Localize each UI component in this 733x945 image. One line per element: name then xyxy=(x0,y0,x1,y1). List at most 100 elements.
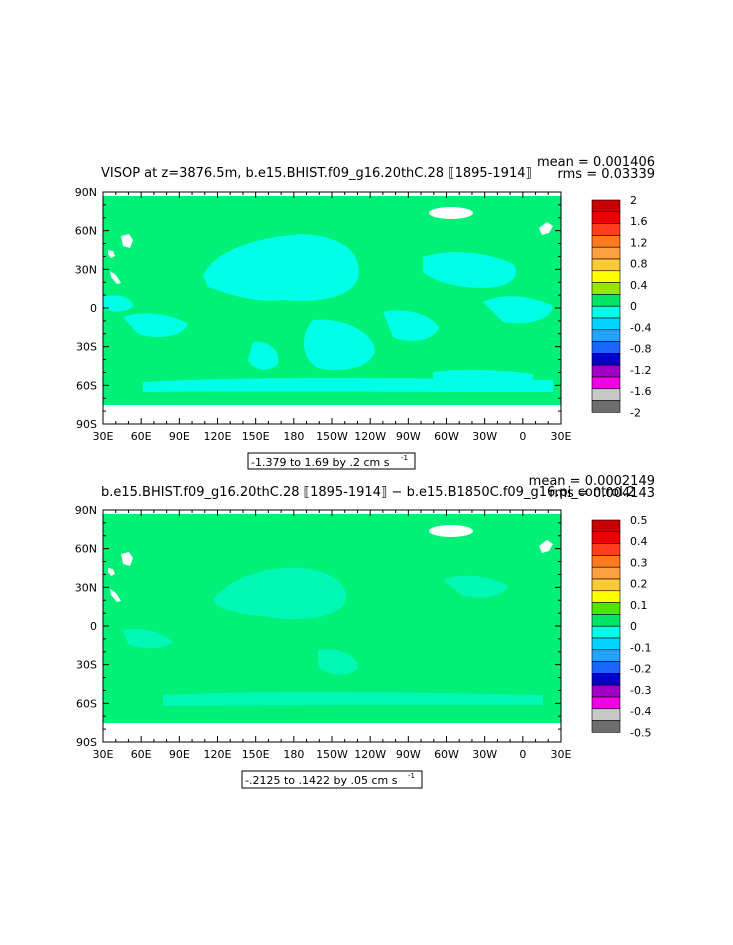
colorbar-swatch xyxy=(591,364,621,378)
chart-title: b.e15.BHIST.f09_g16.20thC.28 ⟦1895-1914⟧… xyxy=(101,485,635,500)
y-tick-label: 60N xyxy=(75,225,97,238)
anomaly-regions xyxy=(123,567,543,706)
range-label: -1.379 to 1.69 by .2 cm s xyxy=(251,456,390,469)
colorbar-swatch xyxy=(591,294,621,307)
x-tick-label: 150W xyxy=(316,748,348,761)
colorbar-swatch xyxy=(591,246,621,260)
colorbar-swatch xyxy=(591,708,621,721)
x-tick-label: 30E xyxy=(551,748,572,761)
colorbar-label: 0 xyxy=(630,620,637,633)
colorbar-swatch xyxy=(591,661,621,674)
x-tick-label: 90E xyxy=(169,748,190,761)
colorbar-label: 0.8 xyxy=(630,258,648,271)
y-tick-label: 60N xyxy=(75,543,97,556)
colorbar-swatch xyxy=(591,329,621,342)
colorbar-label: -0.1 xyxy=(630,641,651,654)
range-label-box: -.2125 to .1422 by .05 cm s -1 xyxy=(241,770,423,789)
colorbar-swatch xyxy=(591,353,621,366)
rms-stat: rms = 0.004143 xyxy=(549,486,655,501)
colorbar-label: -1.6 xyxy=(630,385,651,398)
colorbar-swatch xyxy=(591,720,621,733)
chart-panel-1: VISOP at z=3876.5m, b.e15.BHIST.f09_g16.… xyxy=(75,155,655,470)
colorbar-swatch xyxy=(591,341,621,354)
colorbar-swatch xyxy=(591,400,621,413)
x-tick-label: 120W xyxy=(354,748,386,761)
x-tick-label: 30W xyxy=(472,748,497,761)
chart-panel-2: b.e15.BHIST.f09_g16.20thC.28 ⟦1895-1914⟧… xyxy=(75,474,655,789)
range-label-box: -1.379 to 1.69 by .2 cm s -1 xyxy=(247,452,416,470)
x-tick-label: 60E xyxy=(131,430,152,443)
x-tick-label: 60W xyxy=(434,748,459,761)
chart-title: VISOP at z=3876.5m, b.e15.BHIST.f09_g16.… xyxy=(101,166,532,181)
colorbar-label: -0.5 xyxy=(630,726,651,739)
colorbar-label: 1.6 xyxy=(630,215,648,228)
colorbar-swatch xyxy=(591,684,621,698)
colorbar-label: 0.2 xyxy=(630,578,648,591)
colorbar-label: -0.8 xyxy=(630,343,651,356)
colorbar-swatch xyxy=(591,305,621,319)
anomaly-regions xyxy=(103,234,553,392)
colorbar-swatch xyxy=(591,555,621,568)
x-tick-label: 30E xyxy=(551,430,572,443)
x-tick-label: 180 xyxy=(283,748,304,761)
y-tick-label: 90S xyxy=(76,736,97,749)
x-tick-label: 0 xyxy=(519,430,526,443)
y-tick-label: 60S xyxy=(76,379,97,392)
x-tick-label: 180 xyxy=(283,430,304,443)
x-tick-label: 150E xyxy=(242,748,270,761)
colorbar-label: -0.4 xyxy=(630,321,651,334)
colorbar-swatch xyxy=(591,211,621,224)
y-tick-label: 0 xyxy=(90,620,97,633)
range-label-exponent: -1 xyxy=(401,454,408,462)
colorbar-swatch xyxy=(591,673,621,686)
colorbar-swatch xyxy=(591,282,621,295)
colorbar-swatch xyxy=(591,223,621,236)
map-field xyxy=(102,191,565,425)
colorbar-swatch xyxy=(591,566,621,580)
colorbar-swatch xyxy=(591,649,621,662)
x-tick-label: 30W xyxy=(472,430,497,443)
colorbar-swatch xyxy=(591,199,621,213)
colorbar-label: 0.5 xyxy=(630,514,648,527)
colorbar-label: -0.2 xyxy=(630,663,651,676)
colorbar-swatch xyxy=(591,614,621,627)
y-tick-label: 30N xyxy=(75,263,97,276)
x-tick-label: 150W xyxy=(316,430,348,443)
rms-stat: rms = 0.03339 xyxy=(558,167,655,182)
colorbar-swatch xyxy=(591,258,621,272)
y-tick-label: 90S xyxy=(76,418,97,431)
range-label: -.2125 to .1422 by .05 cm s xyxy=(245,774,398,787)
colorbar-label: -0.3 xyxy=(630,684,651,697)
colorbar-label: 0.1 xyxy=(630,599,648,612)
colorbar-swatch xyxy=(591,625,621,639)
x-tick-label: 60W xyxy=(434,430,459,443)
colorbar-label: 0 xyxy=(630,300,637,313)
map-field xyxy=(102,509,565,743)
colorbar-label: -2 xyxy=(630,406,641,419)
x-tick-label: 30E xyxy=(93,430,114,443)
colorbar-swatch xyxy=(591,590,621,603)
colorbar-swatch xyxy=(591,543,621,556)
y-tick-label: 0 xyxy=(90,302,97,315)
colorbar-swatch xyxy=(591,696,621,710)
x-tick-label: 90W xyxy=(396,430,421,443)
colorbar-swatch xyxy=(591,602,621,615)
x-tick-label: 120E xyxy=(204,430,232,443)
axis-ticks: 30E 60E 90E 120E 150E 180 150W 120W 90W 60W 30W 0 30… xyxy=(75,186,572,443)
axis-ticks: 30E 60E 90E 120E 150E 180 150W 120W 90W 60W 30W 0 30… xyxy=(75,504,572,761)
colorbar-label: -1.2 xyxy=(630,364,651,377)
colorbar-label: 0.3 xyxy=(630,556,648,569)
y-tick-label: 30N xyxy=(75,581,97,594)
y-tick-label: 90N xyxy=(75,186,97,199)
x-tick-label: 30E xyxy=(93,748,114,761)
colorbar-swatch xyxy=(591,578,621,592)
colorbar-label: 0.4 xyxy=(630,535,648,548)
colorbar-swatch xyxy=(591,235,621,248)
x-tick-label: 120E xyxy=(204,748,232,761)
colorbar-swatch xyxy=(591,270,621,283)
x-tick-label: 90W xyxy=(396,748,421,761)
x-tick-label: 60E xyxy=(131,748,152,761)
y-tick-label: 90N xyxy=(75,504,97,517)
colorbar-swatch xyxy=(591,531,621,544)
